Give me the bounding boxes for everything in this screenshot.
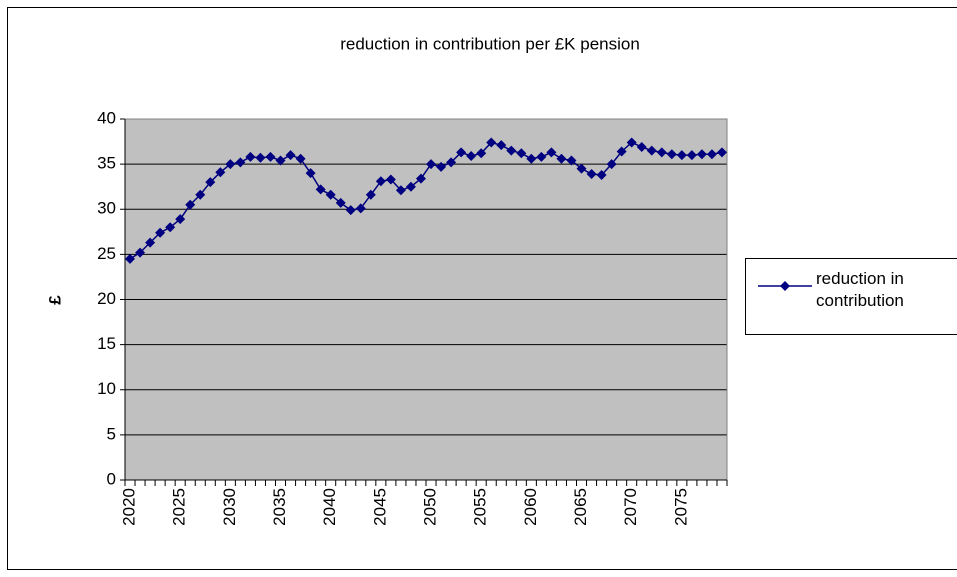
data-point xyxy=(476,148,487,159)
data-point xyxy=(486,137,497,148)
data-point xyxy=(666,149,677,160)
x-tick-label: 2065 xyxy=(571,488,590,526)
data-point xyxy=(235,157,246,168)
data-point xyxy=(275,155,286,166)
x-tick-label: 2050 xyxy=(421,488,440,526)
data-point xyxy=(255,152,266,163)
x-tick-label: 2035 xyxy=(270,488,289,526)
x-tick-label: 2040 xyxy=(320,488,339,526)
data-point xyxy=(536,151,547,162)
data-point xyxy=(175,214,186,225)
y-tick-label: 40 xyxy=(97,108,116,127)
data-point xyxy=(315,184,326,195)
data-point xyxy=(225,159,236,170)
data-point xyxy=(415,173,426,184)
data-point xyxy=(446,157,457,168)
y-tick-label: 5 xyxy=(107,424,116,443)
data-point xyxy=(566,155,577,166)
data-point xyxy=(355,203,366,214)
x-tick-label: 2060 xyxy=(521,488,540,526)
data-point xyxy=(185,199,196,210)
data-point xyxy=(706,149,717,160)
data-point xyxy=(686,150,697,161)
x-tick-label: 2030 xyxy=(220,488,239,526)
data-point xyxy=(285,150,296,161)
data-point xyxy=(395,185,406,196)
data-point xyxy=(245,151,256,162)
data-point xyxy=(365,189,376,200)
data-point xyxy=(345,205,356,216)
data-point xyxy=(696,149,707,160)
data-point xyxy=(155,227,166,238)
data-point xyxy=(135,247,146,258)
data-point xyxy=(596,169,607,180)
data-point xyxy=(205,177,216,188)
data-point xyxy=(305,168,316,179)
data-point xyxy=(385,174,396,185)
y-tick-label: 20 xyxy=(97,289,116,308)
x-tick-label: 2055 xyxy=(471,488,490,526)
data-point xyxy=(426,159,437,170)
data-point xyxy=(436,161,447,172)
legend-marker xyxy=(780,281,790,291)
data-point xyxy=(656,147,667,158)
x-tick-label: 2020 xyxy=(120,488,139,526)
data-point xyxy=(716,147,727,158)
data-point xyxy=(616,146,627,157)
data-point xyxy=(496,140,507,151)
chart-title: reduction in contribution per £K pension xyxy=(340,34,640,53)
y-tick-label: 10 xyxy=(97,379,116,398)
data-point xyxy=(375,176,386,187)
data-point xyxy=(646,145,657,156)
data-point xyxy=(195,189,206,200)
x-tick-label: 2045 xyxy=(370,488,389,526)
data-point xyxy=(526,153,537,164)
y-axis-label: £ xyxy=(45,295,64,305)
data-point xyxy=(606,159,617,170)
x-tick-label: 2070 xyxy=(621,488,640,526)
legend-label: reduction in contribution xyxy=(816,269,904,310)
data-point xyxy=(636,141,647,152)
data-point xyxy=(456,147,467,158)
data-point xyxy=(516,148,527,159)
data-point xyxy=(626,137,637,148)
y-tick-label: 15 xyxy=(97,334,116,353)
data-point xyxy=(405,181,416,192)
x-tick-label: 2025 xyxy=(170,488,189,526)
data-point xyxy=(215,167,226,178)
data-point xyxy=(325,189,336,200)
data-point xyxy=(295,153,306,164)
y-tick-label: 25 xyxy=(97,244,116,263)
y-tick-label: 30 xyxy=(97,199,116,218)
legend-box xyxy=(745,258,957,335)
data-point xyxy=(676,150,687,161)
data-point xyxy=(145,237,156,248)
data-point xyxy=(125,253,136,264)
data-point xyxy=(556,153,567,164)
data-point xyxy=(546,147,557,158)
data-point xyxy=(586,169,597,180)
x-tick-label: 2075 xyxy=(671,488,690,526)
y-tick-label: 35 xyxy=(97,154,116,173)
data-point xyxy=(165,222,176,233)
data-point xyxy=(265,151,276,162)
data-point xyxy=(335,197,346,208)
data-point xyxy=(466,151,477,162)
data-point xyxy=(506,145,517,156)
data-point xyxy=(576,163,587,174)
y-tick-label: 0 xyxy=(107,469,116,488)
